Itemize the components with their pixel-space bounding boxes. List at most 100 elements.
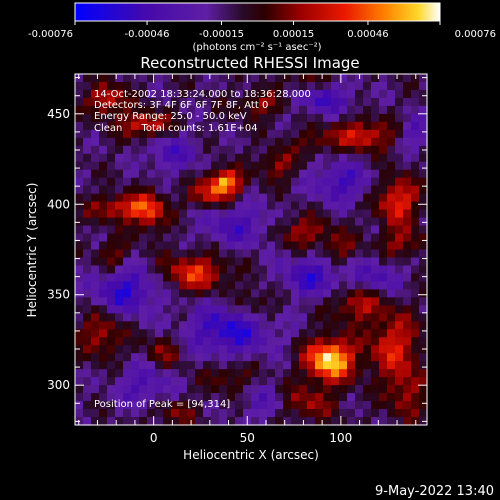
heatmap-pixel (91, 209, 100, 219)
heatmap-pixel (355, 313, 364, 322)
heatmap-pixel (107, 81, 116, 91)
heatmap-pixel (267, 89, 276, 99)
heatmap-pixel (227, 153, 236, 163)
heatmap-pixel (275, 225, 284, 235)
heatmap-pixel (347, 249, 356, 259)
heatmap-pixel (107, 353, 116, 362)
heatmap-pixel (323, 233, 332, 243)
heatmap-pixel (259, 225, 268, 235)
heatmap-pixel (379, 281, 388, 290)
heatmap-pixel (387, 153, 396, 163)
heatmap-pixel (403, 185, 412, 195)
heatmap-pixel (179, 209, 188, 219)
heatmap-pixel (283, 401, 292, 410)
heatmap-pixel (211, 369, 220, 378)
heatmap-pixel (339, 217, 348, 227)
heatmap-pixel (259, 74, 268, 83)
heatmap-pixel (283, 345, 292, 354)
heatmap-pixel (371, 385, 380, 394)
heatmap-pixel (83, 137, 92, 147)
heatmap-pixel (171, 337, 180, 346)
heatmap-pixel (99, 409, 108, 418)
heatmap-pixel (403, 401, 412, 410)
heatmap-pixel (387, 265, 396, 275)
heatmap-pixel (299, 377, 308, 386)
heatmap-pixel (123, 225, 132, 235)
heatmap-pixel (419, 409, 428, 418)
heatmap-pixel (91, 177, 100, 187)
heatmap-pixel (363, 297, 372, 306)
heatmap-pixel (115, 185, 124, 195)
heatmap-pixel (163, 97, 172, 107)
heatmap-pixel (363, 265, 372, 275)
heatmap-pixel (123, 337, 132, 346)
heatmap-pixel (347, 377, 356, 386)
heatmap-pixel (227, 177, 236, 187)
heatmap-pixel (291, 257, 300, 267)
heatmap-pixel (339, 233, 348, 243)
heatmap-pixel (227, 137, 236, 147)
heatmap-pixel (139, 241, 148, 251)
heatmap-pixel (379, 225, 388, 235)
heatmap-pixel (99, 281, 108, 290)
heatmap-pixel (75, 241, 84, 251)
heatmap-pixel (195, 97, 204, 107)
y-tick-label: 350 (47, 288, 70, 302)
heatmap-pixel (115, 329, 124, 338)
heatmap-pixel (363, 393, 372, 402)
heatmap-pixel (83, 185, 92, 195)
heatmap-pixel (187, 113, 196, 123)
x-axis-label: Heliocentric X (arcsec) (183, 448, 319, 462)
heatmap-pixel (419, 105, 428, 115)
heatmap-pixel (91, 249, 100, 259)
heatmap-pixel (267, 393, 276, 402)
heatmap-pixel (363, 209, 372, 219)
heatmap-pixel (283, 321, 292, 330)
heatmap-pixel (283, 241, 292, 251)
heatmap-pixel (323, 193, 332, 203)
heatmap-pixel (115, 137, 124, 147)
heatmap-pixel (275, 313, 284, 322)
heatmap-pixel (147, 137, 156, 147)
heatmap-pixel (203, 137, 212, 147)
heatmap-pixel (331, 81, 340, 91)
heatmap-pixel (219, 353, 228, 362)
heatmap-pixel (171, 105, 180, 115)
heatmap-pixel (163, 209, 172, 219)
heatmap-pixel (243, 337, 252, 346)
heatmap-pixel (331, 289, 340, 298)
heatmap-pixel (339, 337, 348, 346)
heatmap-pixel (171, 185, 180, 195)
heatmap-pixel (147, 225, 156, 235)
heatmap-pixel (155, 81, 164, 91)
heatmap-pixel (307, 401, 316, 410)
heatmap-pixel (363, 153, 372, 163)
heatmap-pixel (227, 217, 236, 227)
heatmap-pixel (203, 313, 212, 322)
heatmap-pixel (331, 409, 340, 418)
heatmap-pixel (155, 161, 164, 171)
heatmap-pixel (99, 337, 108, 346)
heatmap-pixel (75, 193, 84, 203)
heatmap-pixel (339, 161, 348, 171)
heatmap-pixel (299, 201, 308, 211)
heatmap-pixel (91, 217, 100, 227)
heatmap-pixel (267, 273, 276, 283)
heatmap-pixel (291, 401, 300, 410)
heatmap-pixel (371, 129, 380, 139)
heatmap-pixel (123, 201, 132, 211)
heatmap-pixel (347, 97, 356, 107)
heatmap-pixel (291, 409, 300, 418)
heatmap-pixel (387, 225, 396, 235)
heatmap-pixel (83, 265, 92, 275)
heatmap-pixel (419, 273, 428, 283)
heatmap-pixel (131, 297, 140, 306)
heatmap-pixel (419, 369, 428, 378)
heatmap-pixel (139, 74, 148, 83)
heatmap-pixel (243, 353, 252, 362)
heatmap-pixel (371, 417, 380, 426)
heatmap-pixel (379, 121, 388, 131)
heatmap-pixel (211, 225, 220, 235)
colorbar-unit-label: (photons cm⁻² s⁻¹ asec⁻²) (192, 42, 321, 53)
colorbar (74, 2, 441, 22)
